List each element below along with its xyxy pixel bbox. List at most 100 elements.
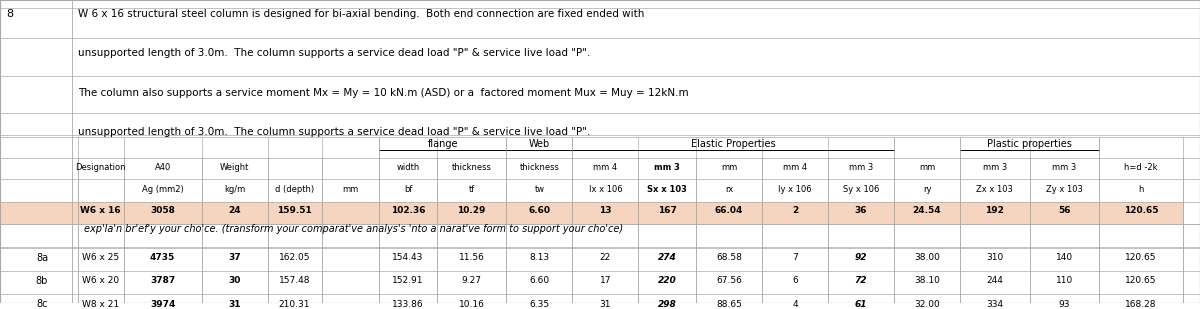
Text: unsupported length of 3.0m.  The column supports a service dead load "P" & servi: unsupported length of 3.0m. The column s… — [78, 127, 590, 137]
Text: 167: 167 — [658, 206, 677, 215]
Text: 11.56: 11.56 — [458, 253, 485, 262]
Text: bf: bf — [404, 184, 412, 193]
Text: Zx x 103: Zx x 103 — [977, 184, 1013, 193]
Text: 2: 2 — [792, 206, 798, 215]
Text: 110: 110 — [1056, 276, 1073, 285]
Text: mm 4: mm 4 — [593, 163, 618, 172]
Text: Zy x 103: Zy x 103 — [1046, 184, 1082, 193]
Text: 159.51: 159.51 — [277, 206, 312, 215]
Text: tw: tw — [534, 184, 545, 193]
Text: 13: 13 — [599, 206, 612, 215]
Text: Elastic Properties: Elastic Properties — [691, 139, 775, 150]
Text: Designation: Designation — [76, 163, 126, 172]
Text: d (depth): d (depth) — [275, 184, 314, 193]
Text: tf: tf — [468, 184, 475, 193]
Text: 8.13: 8.13 — [529, 253, 550, 262]
Text: 4: 4 — [792, 300, 798, 309]
Text: 24: 24 — [228, 206, 241, 215]
Text: 120.65: 120.65 — [1126, 276, 1157, 285]
Bar — [78, 137, 1183, 158]
Bar — [78, 201, 1183, 224]
Text: 298: 298 — [658, 300, 677, 309]
Text: 8: 8 — [6, 9, 13, 19]
Text: 67.56: 67.56 — [716, 276, 742, 285]
Text: 10.16: 10.16 — [458, 300, 485, 309]
Text: mm: mm — [919, 163, 935, 172]
Text: Web: Web — [529, 139, 550, 150]
Text: width: width — [396, 163, 420, 172]
Text: thickness: thickness — [451, 163, 492, 172]
Text: 334: 334 — [986, 300, 1003, 309]
Text: Iy x 106: Iy x 106 — [778, 184, 812, 193]
Text: ry: ry — [923, 184, 931, 193]
Text: 152.91: 152.91 — [392, 276, 424, 285]
Text: exp'la'n br'ef'y your cho'ce. (transform your comparat've analys's 'nto a narat': exp'la'n br'ef'y your cho'ce. (transform… — [84, 224, 623, 234]
Text: h=d -2k: h=d -2k — [1124, 163, 1158, 172]
Text: flange: flange — [427, 139, 458, 150]
Text: 24.54: 24.54 — [913, 206, 941, 215]
Text: 4735: 4735 — [150, 253, 175, 262]
Text: A40: A40 — [155, 163, 170, 172]
Text: kg/m: kg/m — [224, 184, 245, 193]
Text: 3974: 3974 — [150, 300, 175, 309]
Text: W8 x 21: W8 x 21 — [83, 300, 119, 309]
Text: h: h — [1139, 184, 1144, 193]
Text: 220: 220 — [658, 276, 677, 285]
Text: 17: 17 — [600, 276, 611, 285]
Text: mm 4: mm 4 — [782, 163, 808, 172]
Text: 56: 56 — [1058, 206, 1070, 215]
Text: Ix x 106: Ix x 106 — [588, 184, 623, 193]
Text: Sx x 103: Sx x 103 — [647, 184, 688, 193]
Text: W 6 x 16 structural steel column is designed for bi-axial bending.  Both end con: W 6 x 16 structural steel column is desi… — [78, 9, 644, 19]
Bar — [0, 201, 78, 224]
Text: 38.10: 38.10 — [914, 276, 940, 285]
Text: 22: 22 — [600, 253, 611, 262]
Text: 310: 310 — [986, 253, 1003, 262]
Text: 88.65: 88.65 — [716, 300, 742, 309]
Text: 30: 30 — [228, 276, 241, 285]
Text: 3787: 3787 — [150, 276, 175, 285]
Text: The column also supports a service moment Mx = My = 10 kN.m (ASD) or a  factored: The column also supports a service momen… — [78, 88, 689, 98]
Text: 7: 7 — [792, 253, 798, 262]
Text: mm 3: mm 3 — [654, 163, 680, 172]
Text: Ag (mm2): Ag (mm2) — [142, 184, 184, 193]
Text: 6.35: 6.35 — [529, 300, 550, 309]
Text: 68.58: 68.58 — [716, 253, 742, 262]
Text: 8c: 8c — [36, 299, 48, 309]
Text: 10.29: 10.29 — [457, 206, 486, 215]
Text: 72: 72 — [854, 276, 868, 285]
Text: 3058: 3058 — [150, 206, 175, 215]
Text: 9.27: 9.27 — [462, 276, 481, 285]
Text: Plastic properties: Plastic properties — [988, 139, 1072, 150]
Text: 154.43: 154.43 — [392, 253, 424, 262]
Text: 162.05: 162.05 — [278, 253, 311, 262]
Text: 168.28: 168.28 — [1126, 300, 1157, 309]
Text: 274: 274 — [658, 253, 677, 262]
Text: mm: mm — [342, 184, 359, 193]
Text: 32.00: 32.00 — [914, 300, 940, 309]
Text: rx: rx — [725, 184, 733, 193]
Text: mm 3: mm 3 — [983, 163, 1007, 172]
Text: 120.65: 120.65 — [1126, 253, 1157, 262]
Text: W6 x 25: W6 x 25 — [83, 253, 119, 262]
Text: 6: 6 — [792, 276, 798, 285]
Text: 66.04: 66.04 — [715, 206, 743, 215]
Text: 8b: 8b — [36, 276, 48, 286]
Text: Weight: Weight — [220, 163, 250, 172]
Text: 37: 37 — [228, 253, 241, 262]
Text: 6.60: 6.60 — [529, 276, 550, 285]
Text: unsupported length of 3.0m.  The column supports a service dead load "P" & servi: unsupported length of 3.0m. The column s… — [78, 49, 590, 58]
Text: mm 3: mm 3 — [848, 163, 874, 172]
Text: 93: 93 — [1058, 300, 1070, 309]
Text: 92: 92 — [854, 253, 868, 262]
Text: 244: 244 — [986, 276, 1003, 285]
Text: 192: 192 — [985, 206, 1004, 215]
Text: mm 3: mm 3 — [1052, 163, 1076, 172]
Text: 61: 61 — [854, 300, 868, 309]
Text: 36: 36 — [854, 206, 868, 215]
Text: Sy x 106: Sy x 106 — [842, 184, 880, 193]
Text: 31: 31 — [228, 300, 241, 309]
Text: thickness: thickness — [520, 163, 559, 172]
Text: 120.65: 120.65 — [1124, 206, 1158, 215]
Text: 157.48: 157.48 — [278, 276, 311, 285]
